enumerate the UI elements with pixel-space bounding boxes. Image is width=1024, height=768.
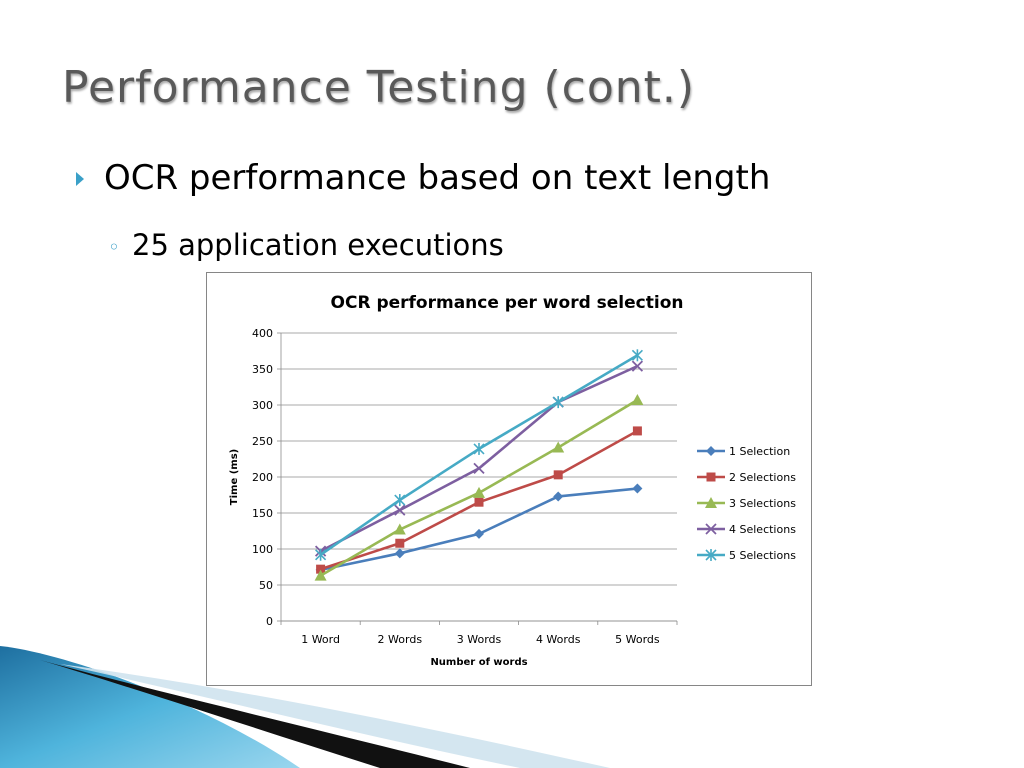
data-point <box>473 486 485 498</box>
slide-title: Performance Testing (cont.) <box>62 62 696 113</box>
x-axis-label: Number of words <box>430 657 527 668</box>
data-point <box>631 360 644 372</box>
data-point <box>315 548 327 561</box>
marker-stroke <box>394 504 406 516</box>
y-tick-label: 300 <box>252 399 273 412</box>
data-point <box>394 504 406 516</box>
legend-label: 3 Selections <box>729 497 796 510</box>
marker-stroke <box>631 360 644 372</box>
legend-label: 2 Selections <box>729 471 796 484</box>
chart-frame: OCR performance per word selection Time … <box>206 272 812 686</box>
x-tick-label: 3 Words <box>457 633 502 646</box>
data-point <box>314 569 327 581</box>
data-point <box>473 462 485 474</box>
y-tick-label: 0 <box>266 615 273 628</box>
triangle-bullet-icon <box>76 172 84 186</box>
bullet-text: OCR performance based on text length <box>104 158 771 198</box>
x-tick-label: 1 Word <box>301 633 340 646</box>
data-point <box>632 426 642 436</box>
sub-bullet-text: 25 application executions <box>132 228 504 262</box>
marker-stroke <box>473 462 485 474</box>
data-point <box>632 483 643 494</box>
legend-marker <box>705 523 717 535</box>
data-point <box>474 497 484 507</box>
data-point <box>474 528 484 539</box>
x-tick-label: 2 Words <box>378 633 423 646</box>
data-point <box>316 564 326 574</box>
circle-bullet-icon: ◦ <box>108 235 120 259</box>
data-point <box>631 393 644 405</box>
x-tick-label: 4 Words <box>536 633 581 646</box>
chart-title: OCR performance per word selection <box>331 293 684 313</box>
legend-marker <box>706 472 716 482</box>
legend-marker <box>706 446 716 456</box>
y-tick-label: 50 <box>259 579 273 592</box>
y-tick-label: 100 <box>252 543 273 556</box>
data-point <box>393 523 406 535</box>
data-point <box>394 494 406 507</box>
y-tick-label: 200 <box>252 471 273 484</box>
y-tick-label: 350 <box>252 363 273 376</box>
legend-label: 5 Selections <box>729 549 796 562</box>
data-point <box>631 349 643 362</box>
y-tick-label: 400 <box>252 327 273 340</box>
legend-label: 4 Selections <box>729 523 796 536</box>
data-point <box>553 470 563 480</box>
series-line-5 <box>319 354 639 556</box>
y-axis-label: Time (ms) <box>229 449 240 505</box>
data-point <box>553 491 564 502</box>
data-point <box>394 548 405 559</box>
legend-marker <box>705 497 717 508</box>
x-tick-label: 5 Words <box>615 633 660 646</box>
chart-legend: 1 Selection 2 Selections 3 Selections 4 Sel… <box>697 445 796 562</box>
data-point <box>395 538 405 548</box>
marker-stroke <box>705 523 717 535</box>
legend-marker <box>705 549 717 561</box>
data-point <box>473 442 485 455</box>
data-point <box>552 441 565 453</box>
y-tick-label: 250 <box>252 435 273 448</box>
y-tick-label: 150 <box>252 507 273 520</box>
legend-label: 1 Selection <box>729 445 790 458</box>
data-point <box>552 396 564 409</box>
line-chart: OCR performance per word selection Time … <box>229 293 796 668</box>
